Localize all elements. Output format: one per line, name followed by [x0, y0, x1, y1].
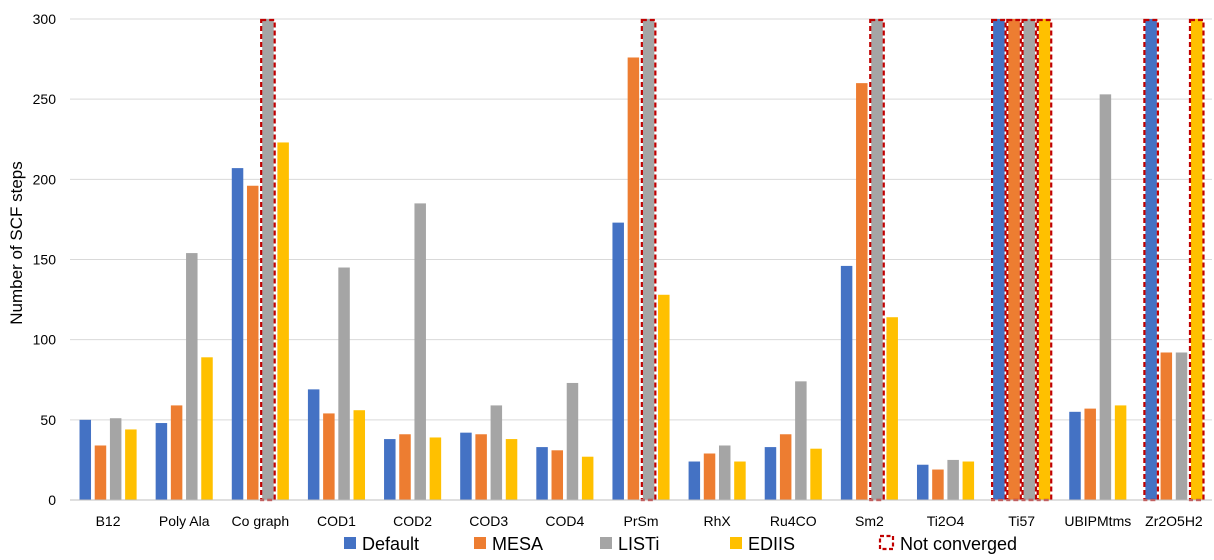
bar-default-ubipmtms	[1069, 411, 1081, 500]
x-tick-label: Zr2O5H2	[1145, 513, 1203, 529]
bar-ediis-prsm	[658, 294, 670, 500]
bar-listi-rhx	[718, 445, 731, 500]
bar-listi-sm2	[871, 19, 883, 500]
bar-listi-b12	[109, 418, 122, 500]
bar-default-poly-ala	[155, 423, 168, 500]
bar-default-cod3	[460, 432, 472, 500]
x-tick-label: Ru4CO	[770, 513, 817, 529]
bar-mesa-cod2	[399, 434, 411, 500]
bar-default-zr2o5h2	[1145, 19, 1157, 500]
bar-mesa-cod1	[323, 413, 335, 500]
y-tick-label: 100	[33, 332, 57, 348]
bar-listi-prsm	[642, 19, 655, 500]
y-tick-label: 150	[33, 252, 57, 268]
legend-swatch-default	[344, 537, 356, 549]
y-tick-label: 300	[33, 11, 57, 27]
x-tick-label: UBIPMtms	[1064, 513, 1131, 529]
bar-listi-ubipmtms	[1099, 94, 1112, 501]
bar-mesa-poly-ala	[170, 405, 183, 500]
bar-default-cod2	[384, 439, 396, 500]
y-tick-label: 200	[33, 171, 57, 187]
bar-default-cod1	[307, 389, 320, 500]
bar-mesa-cod3	[475, 434, 487, 500]
legend-swatch-mesa	[474, 537, 486, 549]
bar-default-co-graph	[231, 168, 244, 501]
legend-label-not-converged: Not converged	[900, 534, 1017, 554]
bar-mesa-prsm	[627, 57, 640, 500]
y-tick-label: 250	[33, 91, 57, 107]
bar-ediis-ti57	[1038, 19, 1051, 500]
bar-ediis-ubipmtms	[1114, 405, 1127, 500]
legend-swatch-not-converged	[878, 534, 895, 551]
x-tick-label: Ti2O4	[927, 513, 965, 529]
bar-listi-poly-ala	[186, 253, 198, 500]
bar-ediis-co-graph	[277, 142, 289, 500]
bar-default-b12	[79, 419, 92, 500]
bar-ediis-cod1	[353, 410, 366, 500]
x-tick-label: RhX	[704, 513, 732, 529]
bar-ediis-sm2	[886, 317, 898, 500]
x-tick-label: COD1	[317, 513, 356, 529]
bar-default-ti2o4	[916, 464, 929, 500]
bar-default-rhx	[688, 461, 701, 500]
bar-default-cod4	[536, 447, 548, 500]
bar-ediis-ru4co	[810, 448, 822, 500]
x-tick-label: Poly Ala	[159, 513, 210, 529]
bar-default-ti57	[993, 19, 1005, 500]
x-tick-label: PrSm	[624, 513, 659, 529]
bar-ediis-cod2	[429, 437, 442, 500]
bar-listi-cod3	[490, 405, 503, 500]
x-tick-label: Ti57	[1008, 513, 1035, 529]
bar-ediis-poly-ala	[201, 357, 213, 500]
legend-label-listi: LISTi	[618, 534, 659, 554]
bar-listi-ti57	[1023, 19, 1036, 500]
legend-label-mesa: MESA	[492, 534, 543, 554]
bar-mesa-cod4	[551, 450, 564, 500]
bar-listi-zr2o5h2	[1175, 352, 1188, 500]
bar-ediis-cod3	[505, 439, 518, 500]
bar-default-prsm	[612, 222, 624, 500]
bar-mesa-co-graph	[246, 185, 259, 500]
x-tick-label: COD3	[469, 513, 508, 529]
legend: Default MESA LISTi EDIIS Not converged	[344, 534, 1017, 554]
bar-mesa-sm2	[856, 83, 868, 500]
bar-mesa-ti2o4	[932, 469, 944, 500]
bar-mesa-ti57	[1008, 19, 1020, 500]
bar-listi-co-graph	[262, 19, 274, 500]
legend-swatch-ediis	[730, 537, 742, 549]
bar-mesa-ru4co	[779, 434, 792, 500]
x-tick-label: COD4	[545, 513, 584, 529]
bar-ediis-ti2o4	[962, 461, 975, 500]
bar-mesa-rhx	[703, 453, 716, 500]
bar-ediis-cod4	[581, 456, 594, 500]
bar-listi-cod1	[338, 267, 350, 500]
x-tick-label: COD2	[393, 513, 432, 529]
bars	[79, 18, 1205, 502]
y-axis: 0 50 100 150 200 250 300	[33, 11, 57, 508]
y-tick-label: 0	[48, 492, 56, 508]
bar-mesa-zr2o5h2	[1160, 352, 1173, 500]
bar-mesa-ubipmtms	[1084, 408, 1096, 500]
bar-ediis-b12	[125, 429, 137, 500]
bar-listi-cod2	[414, 203, 426, 500]
bar-listi-ru4co	[795, 381, 807, 500]
y-tick-label: 50	[40, 412, 56, 428]
bar-mesa-b12	[94, 445, 107, 500]
legend-swatch-listi	[600, 537, 612, 549]
bar-default-sm2	[840, 265, 853, 500]
y-axis-title: Number of SCF steps	[7, 161, 26, 324]
x-tick-label: B12	[96, 513, 121, 529]
legend-label-default: Default	[362, 534, 419, 554]
bar-default-ru4co	[764, 447, 777, 500]
bar-listi-cod4	[566, 382, 579, 500]
bar-listi-ti2o4	[947, 459, 959, 500]
x-axis: B12 Poly Ala Co graph COD1 COD2 COD3 COD4 PrSm R…	[70, 499, 1212, 529]
legend-label-ediis: EDIIS	[748, 534, 795, 554]
x-tick-label: Sm2	[855, 513, 884, 529]
bar-ediis-rhx	[734, 461, 746, 500]
x-tick-label: Co graph	[232, 513, 290, 529]
bar-ediis-zr2o5h2	[1190, 19, 1203, 500]
